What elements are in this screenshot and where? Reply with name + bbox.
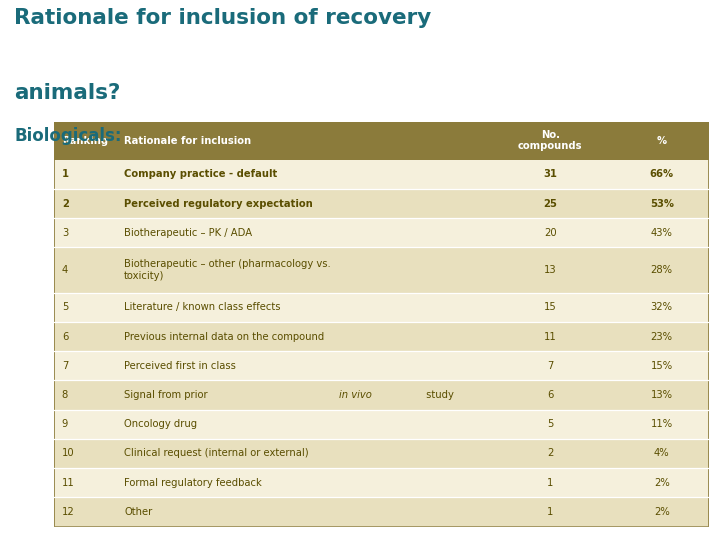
Text: 10: 10 [62,448,74,458]
Text: 11: 11 [544,332,557,342]
Text: 66%: 66% [649,170,674,179]
Text: Perceived regulatory expectation: Perceived regulatory expectation [124,199,313,208]
Text: Rationale for inclusion: Rationale for inclusion [124,136,251,146]
Text: 4: 4 [62,265,68,275]
Text: 23%: 23% [651,332,672,342]
Text: 9: 9 [62,419,68,429]
Text: 11: 11 [62,478,75,488]
Bar [54,247,709,293]
Text: 2%: 2% [654,478,670,488]
Text: Signal from prior: Signal from prior [124,390,211,400]
Text: Literature / known class effects: Literature / known class effects [124,302,281,312]
Bar [54,410,709,439]
Text: 13: 13 [544,265,557,275]
Text: 5: 5 [62,302,68,312]
Text: in vivo: in vivo [339,390,372,400]
Bar [54,218,709,247]
Bar [54,497,709,526]
Bar [54,122,709,160]
Text: animals?: animals? [14,83,121,103]
Text: 2%: 2% [654,507,670,517]
Text: 3: 3 [62,228,68,238]
Text: Company practice - default: Company practice - default [124,170,277,179]
Text: Other: Other [124,507,153,517]
Text: 43%: 43% [651,228,672,238]
Text: 1: 1 [62,170,69,179]
Bar [54,189,709,218]
Text: 20: 20 [544,228,557,238]
Text: 13%: 13% [651,390,672,400]
Text: %: % [657,136,667,146]
Text: No.
compounds: No. compounds [518,130,582,151]
Text: Ranking: Ranking [62,136,108,146]
Text: 15: 15 [544,302,557,312]
Text: TOPRA: TOPRA [615,71,663,84]
Text: 28%: 28% [651,265,672,275]
Text: Biotherapeutic – PK / ADA: Biotherapeutic – PK / ADA [124,228,252,238]
Text: 6: 6 [62,332,68,342]
Text: Biologicals:: Biologicals: [14,127,122,145]
Text: study: study [423,390,454,400]
Text: 25: 25 [544,199,557,208]
Text: Clinical request (internal or external): Clinical request (internal or external) [124,448,309,458]
Text: 1: 1 [547,478,554,488]
Text: 15%: 15% [651,361,672,371]
Bar [54,380,709,410]
Text: 1: 1 [547,507,554,517]
Text: 4%: 4% [654,448,670,458]
Bar [54,351,709,380]
Text: Oncology drug: Oncology drug [124,419,197,429]
Text: 7: 7 [547,361,554,371]
Text: 31: 31 [544,170,557,179]
Bar [54,439,709,468]
Text: Rationale for inclusion of recovery: Rationale for inclusion of recovery [14,8,432,28]
Bar [54,468,709,497]
Text: 32%: 32% [651,302,672,312]
Text: 2: 2 [62,199,68,208]
Text: 53%: 53% [649,199,674,208]
Text: 8: 8 [62,390,68,400]
Text: Biotherapeutic – other (pharmacology vs.
toxicity): Biotherapeutic – other (pharmacology vs.… [124,259,331,281]
Text: Formal regulatory feedback: Formal regulatory feedback [124,478,262,488]
Bar [54,160,709,189]
Text: 11%: 11% [651,419,672,429]
Text: Previous internal data on the compound: Previous internal data on the compound [124,332,324,342]
Text: 7: 7 [62,361,68,371]
Bar [54,322,709,351]
Text: Perceived first in class: Perceived first in class [124,361,236,371]
Bar [54,293,709,322]
Text: 5: 5 [547,419,554,429]
Text: 2: 2 [547,448,554,458]
Text: 6: 6 [547,390,554,400]
Text: 12: 12 [62,507,75,517]
